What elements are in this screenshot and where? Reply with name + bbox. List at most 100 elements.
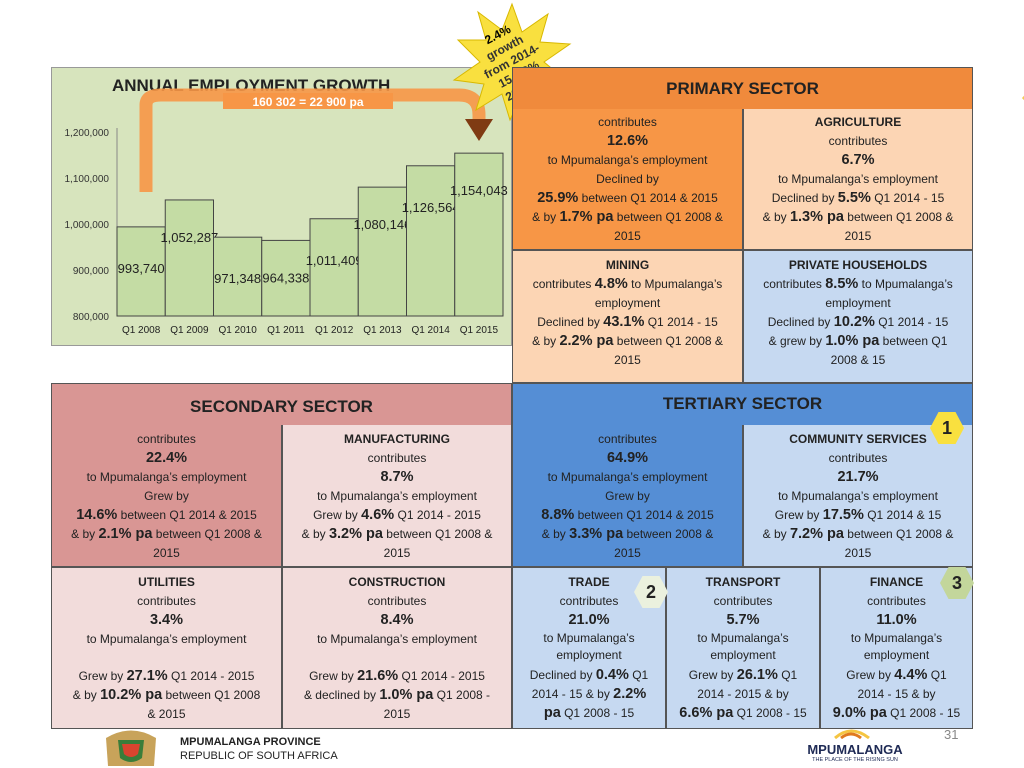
secondary-share: 22.4% [145,450,188,466]
private-households-cell: PRIVATE HOUSEHOLDS contributes 8.5% to M… [743,250,973,383]
mining-pa-year: 2015 [614,353,641,367]
transport-share: 5.7% [726,612,760,628]
y-tick-label: 1,100,000 [65,174,110,185]
households-contributes: contributes [763,277,826,291]
utilities-cell: UTILITIES contributes 3.4% to Mpumalanga… [51,567,282,729]
community-pa-period: between Q1 2008 & [843,527,954,541]
y-tick-label: 1,200,000 [65,128,110,139]
transport-contributes: contributes [713,594,773,608]
transport-employment-label: to Mpumalanga’s [697,631,789,645]
agriculture-pa-year: 2015 [844,229,872,243]
households-decline-pct: 10.2% [833,314,875,330]
finance-growth-pct: 4.4% [894,667,928,683]
transport-pa-period: Q1 2008 - 15 [733,706,807,720]
agriculture-cell: AGRICULTURE contributes 6.7% to Mpumalan… [743,109,973,250]
manufacturing-contributes: contributes [367,451,427,465]
bar-value-label: 1,052,287 [160,230,218,245]
tertiary-growth-pct: 8.8% [541,507,575,523]
x-tick-label: Q1 2010 [218,325,257,336]
households-share: 8.5% [825,276,859,292]
agriculture-share: 6.7% [841,152,875,168]
households-pa-rate: 1.0% pa [825,333,880,349]
page-number: 31 [944,727,959,742]
mpumalanga-logo-tagline: THE PLACE OF THE RISING SUN [812,757,898,763]
annotation-bg [223,93,393,109]
trade-title: TRADE [568,575,610,589]
households-pa-year: 2008 & 15 [830,353,886,367]
x-tick-label: Q1 2011 [267,325,305,336]
construction-share: 8.4% [380,612,414,628]
utilities-contributes: contributes [137,594,196,608]
tertiary-sector-summary: contributes 64.9% to Mpumalanga’s employ… [512,425,743,567]
community-contributes: contributes [828,451,888,465]
transport-cell: TRANSPORT contributes 5.7% to Mpumalanga… [666,567,820,729]
trade-pa-period: Q1 2008 - 15 [560,706,635,720]
finance-employment-label: to Mpumalanga’s [850,631,943,645]
transport-pa-rate: 6.6% pa [679,705,734,721]
tertiary-contributes: contributes [598,432,657,446]
trade-pa-word: pa [543,705,561,721]
secondary-growth-period: between Q1 2014 & 2015 [117,508,257,522]
construction-growth-period: Q1 2014 - 2015 [398,669,485,683]
agriculture-decline-pct: 5.5% [837,190,871,206]
construction-contributes: contributes [367,594,427,608]
manufacturing-grew-by: Grew by [313,508,362,522]
mining-employment-word: employment [594,296,661,310]
primary-pa-period: between Q1 2008 & [613,210,723,224]
agriculture-and-by: & by [762,210,790,224]
households-employment-word: employment [825,296,891,310]
mining-decline-period: Q1 2014 - 15 [644,315,718,329]
community-pa-rate: 7.2% pa [789,526,844,542]
chart-bar [164,199,214,317]
secondary-employment-label: to Mpumalanga’s employment [86,470,247,484]
primary-employment-label: to Mpumalanga’s employment [547,153,708,167]
agriculture-contributes: contributes [828,134,888,148]
secondary-sector-title: SECONDARY SECTOR [190,397,373,416]
mpumalanga-logo [834,729,870,740]
secondary-pa-rate: 2.1% pa [98,526,153,542]
households-title: PRIVATE HOUSEHOLDS [788,258,928,272]
community-growth-period: Q1 2014 & 15 [863,508,942,522]
finance-title: FINANCE [869,575,924,589]
finance-pa-rate: 9.0% pa [832,705,887,721]
finance-contributes: contributes [867,594,926,608]
tertiary-growth-period: between Q1 2014 & 2015 [574,508,714,522]
secondary-pa-period: between Q1 2008 & [152,527,262,541]
utilities-and-by: & by [72,688,101,702]
primary-sector-summary: contributes 12.6% to Mpumalanga’s employ… [512,109,743,250]
primary-pa-rate: 1.7% pa [559,209,614,225]
community-grew-by: Grew by [774,508,823,522]
trade-decline-q: Q1 [628,668,649,682]
community-title: COMMUNITY SERVICES [789,432,927,446]
chart-bar [116,226,166,317]
mining-declined-label: Declined by [537,315,604,329]
x-tick-label: Q1 2013 [363,325,402,336]
mining-and-by: & by [532,334,560,348]
trade-share: 21.0% [568,612,610,628]
trade-employment-word: employment [556,648,622,662]
tertiary-sector-header: TERTIARY SECTOR [512,383,973,425]
bar-value-label: 1,011,409 [306,253,363,268]
tertiary-share: 64.9% [606,450,649,466]
chart-bar [406,165,456,317]
utilities-employment-label: to Mpumalanga’s employment [86,632,247,646]
secondary-pa-year: 2015 [153,546,180,560]
utilities-grew-by: Grew by [78,669,127,683]
tertiary-pa-period: between 2008 & [623,527,714,541]
tertiary-sector-title: TERTIARY SECTOR [662,394,823,413]
construction-declined-by: & declined by [303,688,380,702]
tertiary-and-by: & by [541,527,570,541]
finance-growth-q: Q1 [927,668,947,682]
finance-pa-period: Q1 2008 - 15 [886,706,961,720]
primary-declined-label: Declined by [596,172,659,186]
transport-title: TRANSPORT [705,575,781,589]
primary-and-by: & by [532,210,560,224]
agriculture-pa-rate: 1.3% pa [789,209,844,225]
growth-arrow-head [465,119,493,141]
finance-employment-word: employment [863,648,930,662]
transport-grew-by: Grew by [688,668,737,682]
bar-value-label: 1,126,564 [402,200,460,215]
mining-decline-pct: 43.1% [603,314,645,330]
employment-chart: 1,200,000 1,100,000 1,000,000 900,000 800,00… [65,88,508,336]
transport-growth-q: Q1 [777,668,798,682]
